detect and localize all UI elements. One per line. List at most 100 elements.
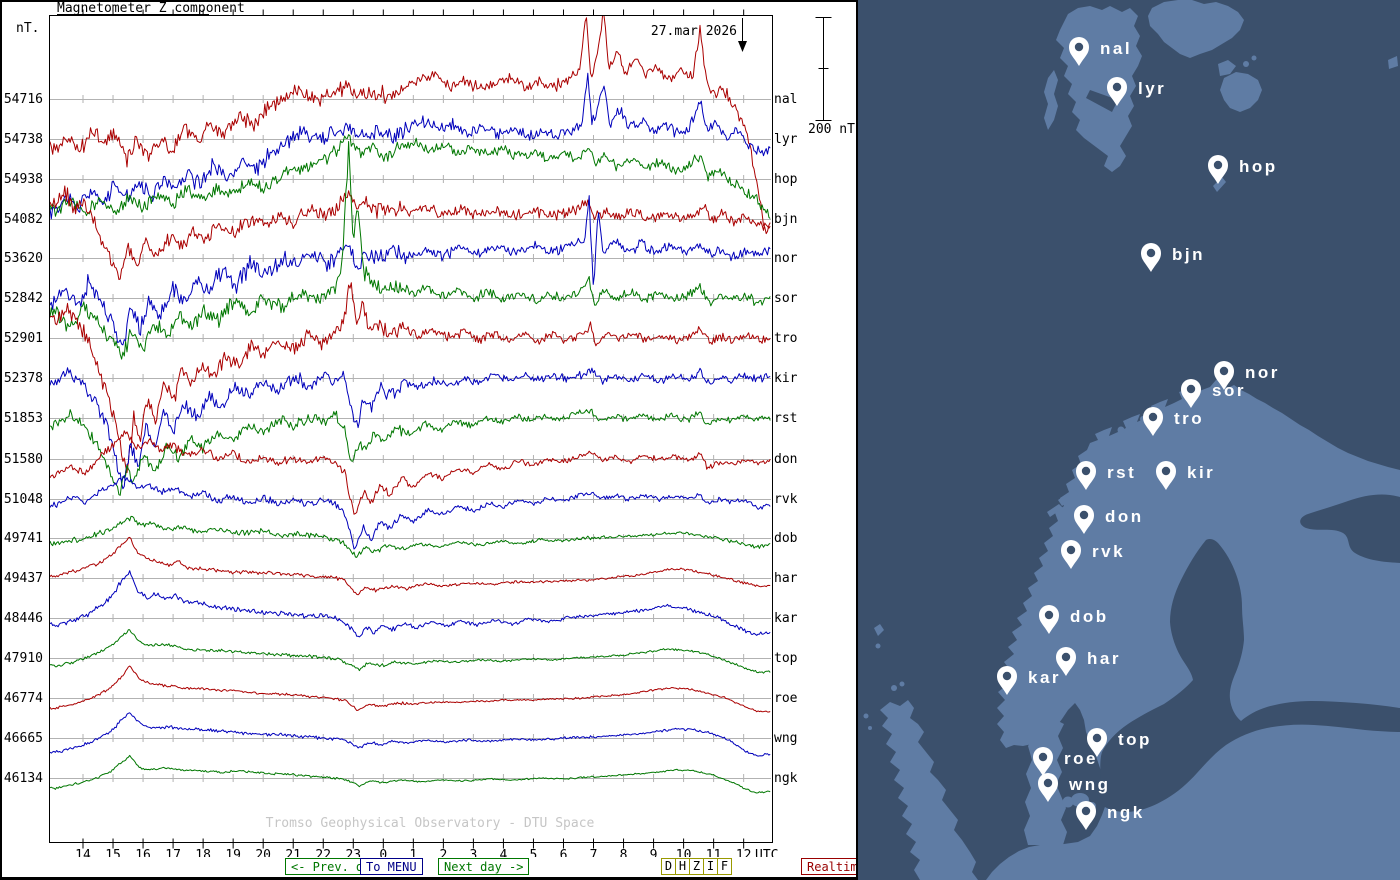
prev-day-button[interactable]: <- Prev. day: [285, 858, 384, 875]
map-pin-kir-icon: [1156, 461, 1176, 490]
map-pin-tro-icon: [1143, 407, 1163, 436]
x-tick-label-16: 16: [135, 848, 151, 857]
x-tick-label-2: 2: [439, 848, 447, 857]
trace-nal: [50, 16, 771, 235]
x-tick-label-19: 19: [225, 848, 241, 857]
map-pin-roe-icon: [1033, 747, 1053, 776]
map-pin-hole: [1074, 42, 1084, 52]
map-pin-label-har: har: [1087, 649, 1121, 668]
map-pin-label-wng: wng: [1068, 775, 1111, 794]
map-pin-label-nor: nor: [1245, 363, 1280, 382]
map-pin-rvk-icon: [1061, 540, 1081, 569]
trace-wng: [50, 712, 771, 757]
trace-top: [50, 629, 771, 674]
trace-hop: [50, 134, 771, 219]
realtime-button[interactable]: Realtime: [801, 858, 871, 875]
component-button-f[interactable]: F: [717, 858, 732, 875]
station-label-nor: nor: [774, 251, 798, 266]
map-pin-label-sor: sor: [1212, 381, 1246, 400]
component-button-d[interactable]: D: [661, 858, 676, 875]
trace-rvk: [50, 475, 771, 550]
x-tick-label-14: 14: [75, 848, 91, 857]
map-pin-label-kir: kir: [1187, 463, 1215, 482]
x-tick-label-0: 0: [379, 848, 387, 857]
x-tick-label-12: 12: [736, 848, 752, 857]
trace-don: [50, 430, 771, 515]
y-axis-value-rst: 51853: [4, 411, 43, 426]
land-barentsoya: [1218, 60, 1236, 76]
x-tick-label-11: 11: [706, 848, 722, 857]
map-pin-label-tro: tro: [1174, 409, 1204, 428]
station-label-nal: nal: [774, 92, 797, 107]
y-axis-value-lyr: 54738: [4, 132, 43, 147]
trace-kir: [50, 367, 771, 490]
map-pin-label-bjn: bjn: [1172, 245, 1205, 264]
map-pin-hole: [1081, 466, 1091, 476]
trace-sor: [50, 141, 771, 360]
trace-ngk: [50, 754, 771, 794]
x-tick-label-18: 18: [195, 848, 211, 857]
map-pin-top-icon: [1087, 728, 1107, 757]
y-axis-value-sor: 52842: [4, 291, 43, 306]
y-axis-value-kar: 48446: [4, 611, 43, 626]
y-axis-value-har: 49437: [4, 571, 43, 586]
y-axis-value-roe: 46774: [4, 691, 43, 706]
y-axis-value-nal: 54716: [4, 92, 43, 107]
map-pin-label-nal: nal: [1100, 39, 1132, 58]
map-pin-hole: [1092, 733, 1102, 743]
x-tick-label-15: 15: [105, 848, 121, 857]
map-pin-hole: [1061, 652, 1071, 662]
map-pin-hole: [1213, 160, 1223, 170]
water-baltic-bothnia: [1097, 539, 1400, 812]
map-pin-kar-icon: [997, 666, 1017, 695]
trace-bjn: [50, 185, 771, 280]
x-tick-label-23: 23: [345, 848, 361, 857]
station-label-wng: wng: [774, 731, 797, 746]
scale-bar: [815, 17, 832, 121]
y-axis-value-kir: 52378: [4, 371, 43, 386]
to-menu-button[interactable]: To MENU: [360, 858, 423, 875]
map-pin-hole: [1186, 384, 1196, 394]
map-pin-lyr-icon: [1107, 77, 1127, 106]
component-button-h[interactable]: H: [675, 858, 690, 875]
current-time-arrow-icon: [738, 18, 747, 52]
x-tick-label-21: 21: [285, 848, 301, 857]
x-tick-label-3: 3: [469, 848, 477, 857]
trace-tro: [50, 282, 771, 474]
station-label-top: top: [774, 651, 798, 666]
map-pin-hole: [1002, 671, 1012, 681]
station-label-lyr: lyr: [774, 132, 798, 147]
x-tick-label-6: 6: [560, 848, 568, 857]
x-tick-label-4: 4: [500, 848, 508, 857]
trace-rst: [50, 408, 771, 496]
trace-roe: [50, 665, 771, 713]
station-label-har: har: [774, 571, 798, 586]
map-pin-label-don: don: [1105, 507, 1144, 526]
station-label-bjn: bjn: [774, 212, 797, 227]
map-pin-nor-icon: [1214, 361, 1234, 390]
y-axis-value-hop: 54938: [4, 172, 43, 187]
station-label-kar: kar: [774, 611, 798, 626]
station-label-kir: kir: [774, 371, 798, 386]
magnetogram-chart: Magnetometer Z component nT. 14 15 16 17 18 1…: [4, 2, 855, 857]
x-tick-label-22: 22: [315, 848, 331, 857]
y-axis-value-rvk: 51048: [4, 492, 43, 507]
map-pin-label-top: top: [1118, 730, 1152, 749]
component-button-z[interactable]: Z: [689, 858, 704, 875]
map-pin-hole: [1044, 610, 1054, 620]
station-label-ngk: ngk: [774, 771, 798, 786]
map-pin-hole: [1161, 466, 1171, 476]
component-selector: D H Z I F: [661, 858, 732, 875]
map-pin-hole: [1043, 778, 1053, 788]
map-pin-rst-icon: [1076, 461, 1096, 490]
component-button-i[interactable]: I: [703, 858, 718, 875]
y-axis-value-don: 51580: [4, 452, 43, 467]
map-pin-hole: [1079, 510, 1089, 520]
next-day-button[interactable]: Next day ->: [438, 858, 530, 875]
map-pin-hop-icon: [1208, 155, 1228, 184]
chart-title: Magnetometer Z component: [57, 2, 245, 16]
map-pin-wng-icon: [1038, 773, 1058, 802]
